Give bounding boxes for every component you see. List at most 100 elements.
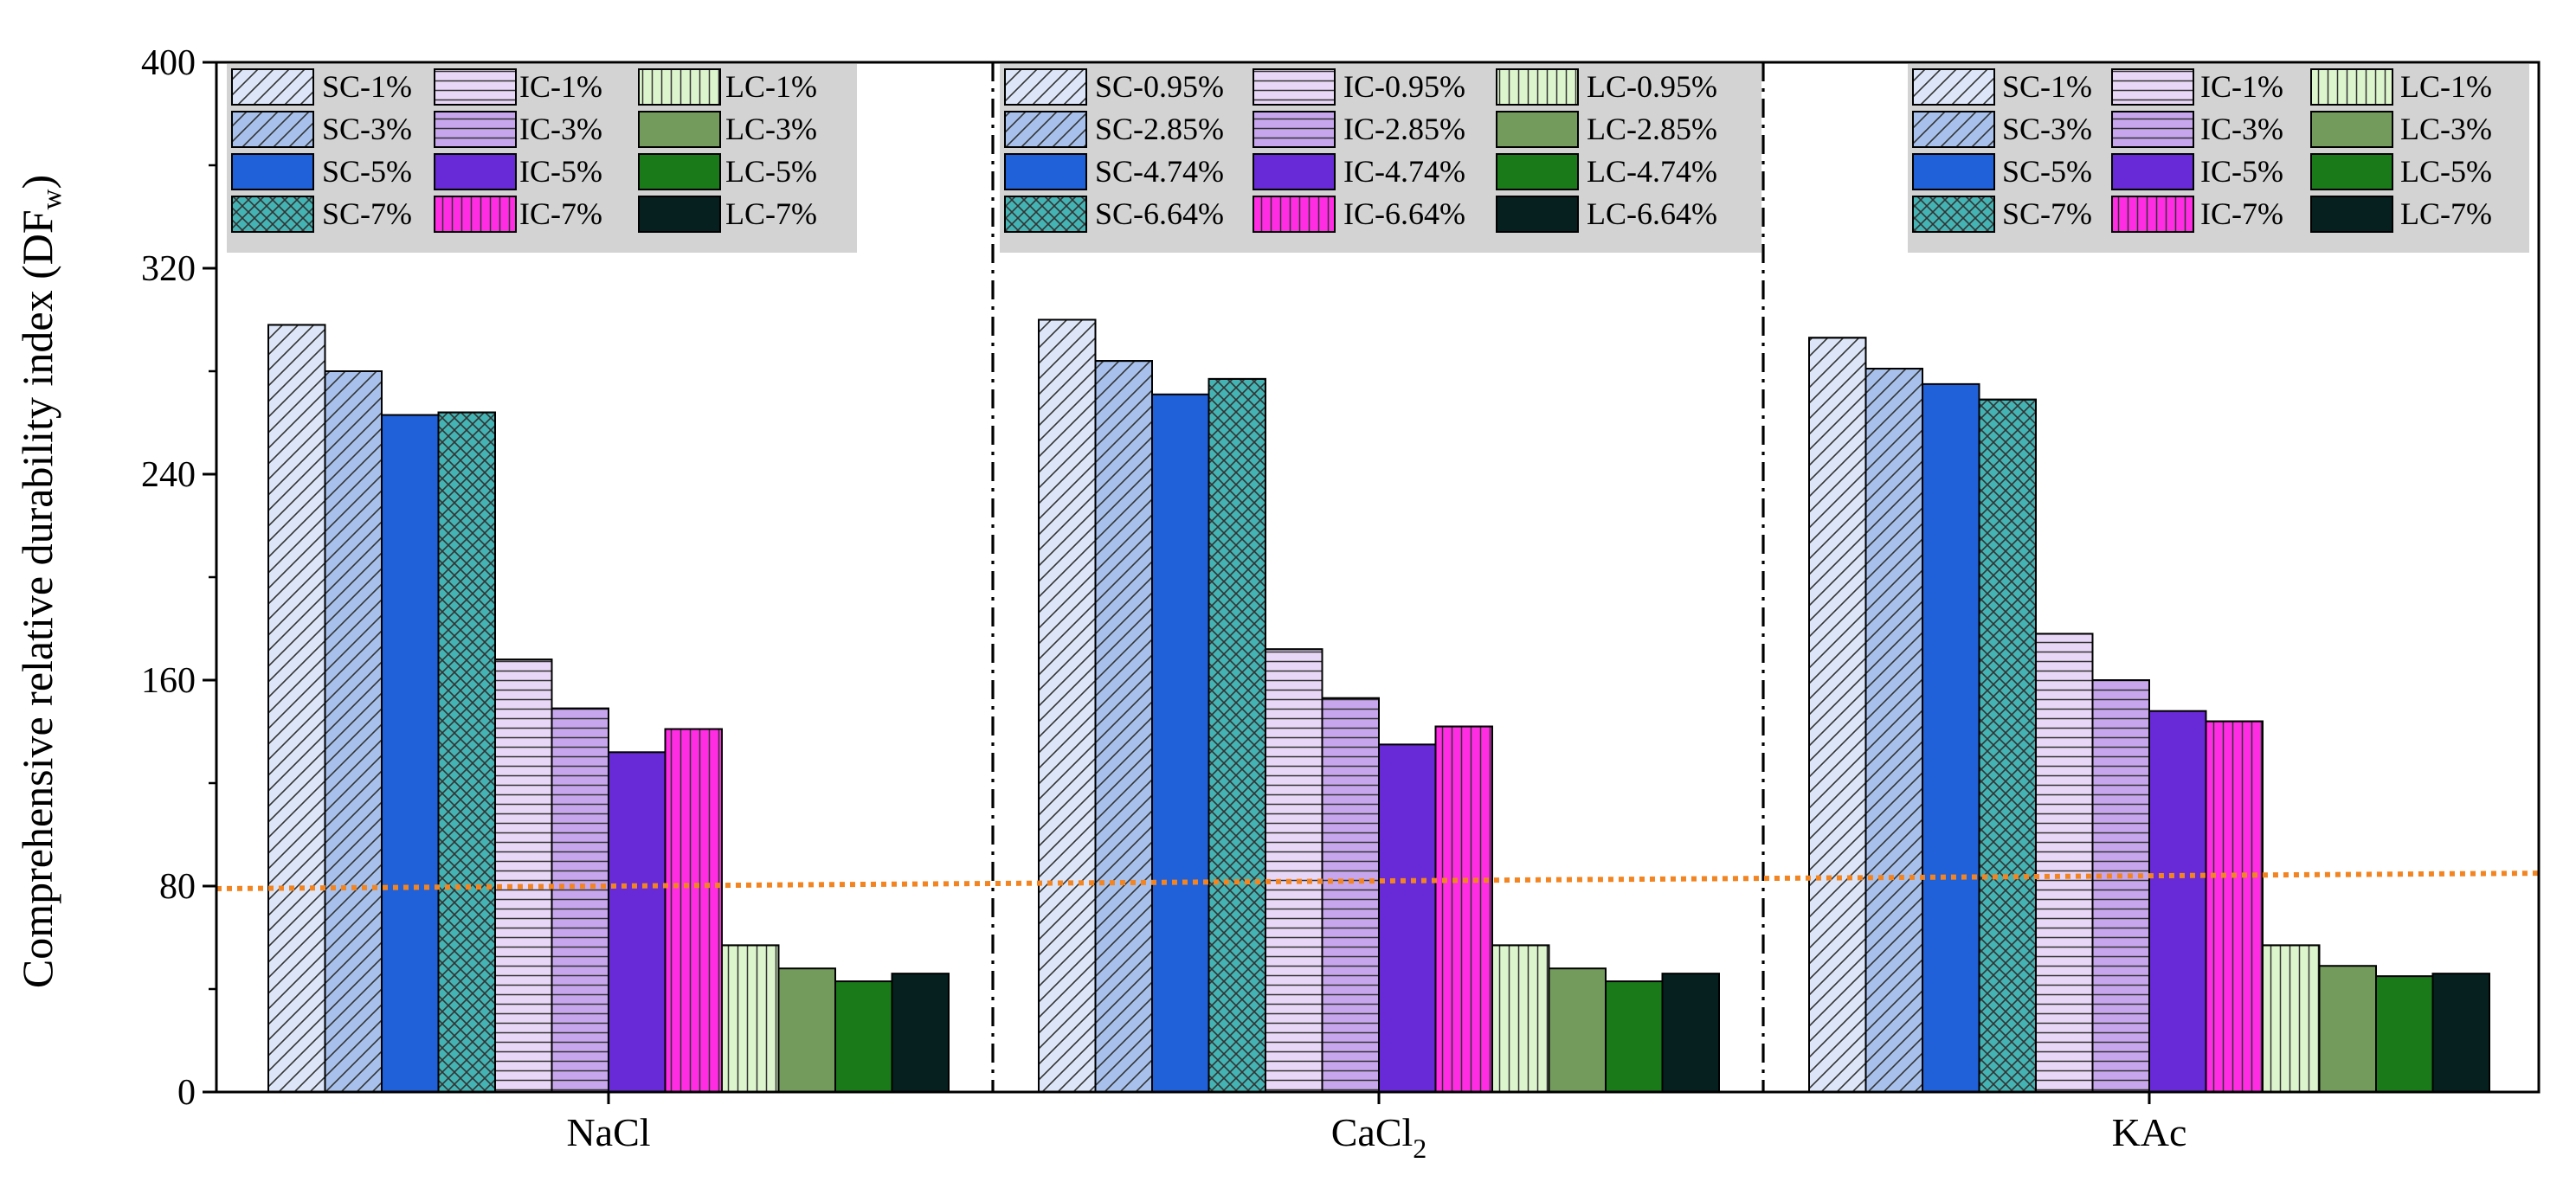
legend-swatch-hatch-NaCl-SC1 xyxy=(231,68,314,106)
legend-swatch-hatch-CaCl2-SC1 xyxy=(1004,68,1087,106)
legend-label-KAc-IC3: IC-5% xyxy=(2200,154,2283,189)
bar-hatch-KAc-IC4 xyxy=(2205,720,2264,1093)
bar-KAc-SC3 xyxy=(1922,382,1980,1093)
bar-CaCl2-LC4 xyxy=(1661,973,1720,1094)
legend-label-CaCl2-SC1: SC-0.95% xyxy=(1095,69,1224,104)
x-tick-label-KAc: KAc xyxy=(2112,1110,2187,1154)
legend-label-CaCl2-SC2: SC-2.85% xyxy=(1095,112,1224,146)
legend-label-NaCl-IC4: IC-7% xyxy=(519,196,602,231)
bar-hatch-NaCl-IC4 xyxy=(664,728,723,1094)
threshold-layer xyxy=(216,870,2540,891)
legend-label-NaCl-IC3: IC-5% xyxy=(519,154,602,189)
legend-swatch-KAc-LC3 xyxy=(2310,153,2393,190)
bar-KAc-IC3 xyxy=(2148,710,2207,1093)
bars xyxy=(267,318,2490,1094)
legend-swatch-hatch-CaCl2-IC2 xyxy=(1253,111,1336,148)
legend-label-CaCl2-IC3: IC-4.74% xyxy=(1343,154,1465,189)
legend-swatch-KAc-SC3 xyxy=(1912,153,1995,190)
bar-hatch-CaCl2-SC2 xyxy=(1094,360,1153,1094)
bar-hatch-CaCl2-IC2 xyxy=(1321,697,1380,1093)
bar-hatch-KAc-IC2 xyxy=(2091,679,2150,1093)
bar-CaCl2-LC2 xyxy=(1548,967,1607,1093)
y-tick-label-400: 400 xyxy=(141,43,196,83)
legend-swatch-hatch-CaCl2-IC1 xyxy=(1253,68,1336,106)
bar-CaCl2-IC3 xyxy=(1378,743,1437,1093)
legend-label-CaCl2-LC3: LC-4.74% xyxy=(1587,154,1717,189)
legend-label-KAc-SC1: SC-1% xyxy=(2002,69,2092,104)
bar-hatch-NaCl-LC1 xyxy=(721,944,780,1094)
bar-hatch-KAc-LC1 xyxy=(2262,944,2321,1094)
x-tick-label-CaCl2: CaCl2 xyxy=(1331,1110,1427,1164)
legend-label-NaCl-SC2: SC-3% xyxy=(322,112,412,146)
legend-label-CaCl2-LC2: LC-2.85% xyxy=(1587,112,1717,146)
legend-swatch-NaCl-LC2 xyxy=(638,111,721,148)
bar-hatch-NaCl-SC1 xyxy=(267,324,326,1093)
bar-NaCl-LC3 xyxy=(834,980,893,1093)
legend-swatch-CaCl2-LC2 xyxy=(1496,111,1579,148)
legend-label-NaCl-IC2: IC-3% xyxy=(519,112,602,146)
legend-swatch-hatch-CaCl2-SC4 xyxy=(1004,196,1087,233)
legend-label-CaCl2-LC1: LC-0.95% xyxy=(1587,69,1717,104)
legend-swatch-hatch-KAc-SC1 xyxy=(1912,68,1995,106)
legend-swatch-CaCl2-IC3 xyxy=(1253,153,1336,190)
threshold-line xyxy=(216,870,2540,891)
x-tick-label-NaCl: NaCl xyxy=(566,1110,650,1154)
legend-swatch-hatch-NaCl-SC2 xyxy=(231,111,314,148)
legend-swatch-KAc-LC2 xyxy=(2310,111,2393,148)
legend-label-KAc-IC2: IC-3% xyxy=(2200,112,2283,146)
y-tick-label-240: 240 xyxy=(141,455,196,495)
legend-label-CaCl2-IC1: IC-0.95% xyxy=(1343,69,1465,104)
bar-hatch-KAc-IC1 xyxy=(2035,633,2094,1093)
legend-label-NaCl-SC1: SC-1% xyxy=(322,69,412,104)
legend-swatch-CaCl2-LC3 xyxy=(1496,153,1579,190)
legend-swatch-hatch-NaCl-IC2 xyxy=(434,111,517,148)
axes: 0 80 160 240 320 400 NaCl CaCl2 KAc xyxy=(141,43,2541,1164)
bar-hatch-CaCl2-LC1 xyxy=(1491,944,1550,1094)
legend-label-NaCl-LC1: LC-1% xyxy=(725,69,817,104)
legend-label-NaCl-LC2: LC-3% xyxy=(725,112,817,146)
legend-swatch-hatch-KAc-SC4 xyxy=(1912,196,1995,233)
legend-swatch-hatch-CaCl2-SC2 xyxy=(1004,111,1087,148)
bar-NaCl-LC2 xyxy=(777,967,836,1093)
legend-label-KAc-LC1: LC-1% xyxy=(2400,69,2492,104)
legend-swatch-hatch-NaCl-IC1 xyxy=(434,68,517,106)
bar-hatch-KAc-SC2 xyxy=(1864,368,1923,1093)
legends: SC-1% SC-3% SC-5% SC-7% IC-1% IC-3% IC-5% IC-7%… xyxy=(227,64,2529,253)
legend-label-NaCl-IC1: IC-1% xyxy=(519,69,602,104)
legend-label-NaCl-SC3: SC-5% xyxy=(322,154,412,189)
y-axis-title: Comprehensive relative durability index … xyxy=(13,175,68,988)
bar-hatch-NaCl-IC1 xyxy=(494,658,553,1093)
bar-KAc-LC2 xyxy=(2318,965,2377,1093)
legend-label-KAc-LC2: LC-3% xyxy=(2400,112,2492,146)
legend-swatch-CaCl2-LC4 xyxy=(1496,196,1579,233)
bar-NaCl-IC3 xyxy=(608,751,667,1093)
legend-swatch-hatch-KAc-LC1 xyxy=(2310,68,2393,106)
bar-hatch-CaCl2-SC1 xyxy=(1038,318,1097,1093)
legend-label-CaCl2-SC4: SC-6.64% xyxy=(1095,196,1224,231)
legend-label-CaCl2-SC3: SC-4.74% xyxy=(1095,154,1224,189)
bar-hatch-NaCl-SC2 xyxy=(324,370,383,1093)
legend-box-KAc xyxy=(1908,64,2529,253)
legend-label-KAc-LC3: LC-5% xyxy=(2400,154,2492,189)
legend-swatch-NaCl-LC3 xyxy=(638,153,721,190)
legend-swatch-hatch-CaCl2-IC4 xyxy=(1253,196,1336,233)
legend-swatch-KAc-IC3 xyxy=(2111,153,2194,190)
legend-label-KAc-LC4: LC-7% xyxy=(2400,196,2492,231)
bar-CaCl2-LC3 xyxy=(1605,980,1664,1093)
legend-box-NaCl xyxy=(227,64,857,253)
bar-hatch-KAc-SC1 xyxy=(1808,337,1867,1093)
legend-label-CaCl2-IC4: IC-6.64% xyxy=(1343,196,1465,231)
legend-label-KAc-SC4: SC-7% xyxy=(2002,196,2092,231)
bar-hatch-CaCl2-IC4 xyxy=(1434,725,1493,1093)
legend-swatch-hatch-CaCl2-LC1 xyxy=(1496,68,1579,106)
bar-hatch-CaCl2-SC4 xyxy=(1208,377,1266,1093)
legend-label-CaCl2-IC2: IC-2.85% xyxy=(1343,112,1465,146)
legend-swatch-NaCl-IC3 xyxy=(434,153,517,190)
legend-label-KAc-IC4: IC-7% xyxy=(2200,196,2283,231)
plot-background xyxy=(991,62,1765,1092)
legend-swatch-hatch-KAc-IC4 xyxy=(2111,196,2194,233)
bar-CaCl2-SC3 xyxy=(1151,393,1210,1093)
legend-label-NaCl-LC3: LC-5% xyxy=(725,154,817,189)
legend-swatch-NaCl-LC4 xyxy=(638,196,721,233)
legend-label-KAc-IC1: IC-1% xyxy=(2200,69,2283,104)
